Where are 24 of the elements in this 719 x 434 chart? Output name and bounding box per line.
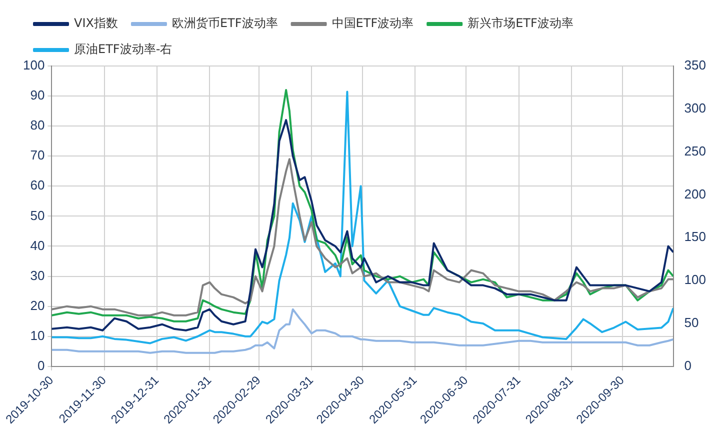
y-tick-label: 80 [30, 118, 45, 133]
legend-label: 原油ETF波动率-右 [74, 42, 172, 56]
y2-tick-label: 250 [684, 143, 706, 158]
y2-tick-label: 300 [684, 100, 706, 116]
y-tick-label: 60 [30, 178, 45, 193]
legend-label: 新兴市场ETF波动率 [468, 16, 574, 30]
legend-label: 欧洲货币ETF波动率 [172, 16, 278, 30]
y2-tick-label: 100 [684, 272, 706, 288]
y-tick-label: 90 [30, 88, 45, 103]
y-tick-label: 0 [37, 358, 45, 373]
y-tick-label: 70 [30, 148, 45, 163]
y-tick-label: 30 [30, 268, 45, 283]
y-tick-label: 50 [30, 208, 45, 223]
legend-label: VIX指数 [74, 16, 118, 30]
y-tick-label: 100 [22, 58, 45, 73]
y2-tick-label: 50 [684, 315, 699, 330]
y2-tick-label: 150 [684, 229, 706, 244]
y2-tick-label: 350 [684, 58, 706, 73]
y-tick-label: 10 [30, 328, 45, 343]
legend-label: 中国ETF波动率 [332, 16, 414, 30]
y2-tick-label: 200 [684, 186, 706, 202]
y-tick-label: 40 [30, 238, 45, 253]
y-tick-label: 20 [30, 298, 45, 313]
y2-tick-label: 0 [684, 358, 692, 373]
